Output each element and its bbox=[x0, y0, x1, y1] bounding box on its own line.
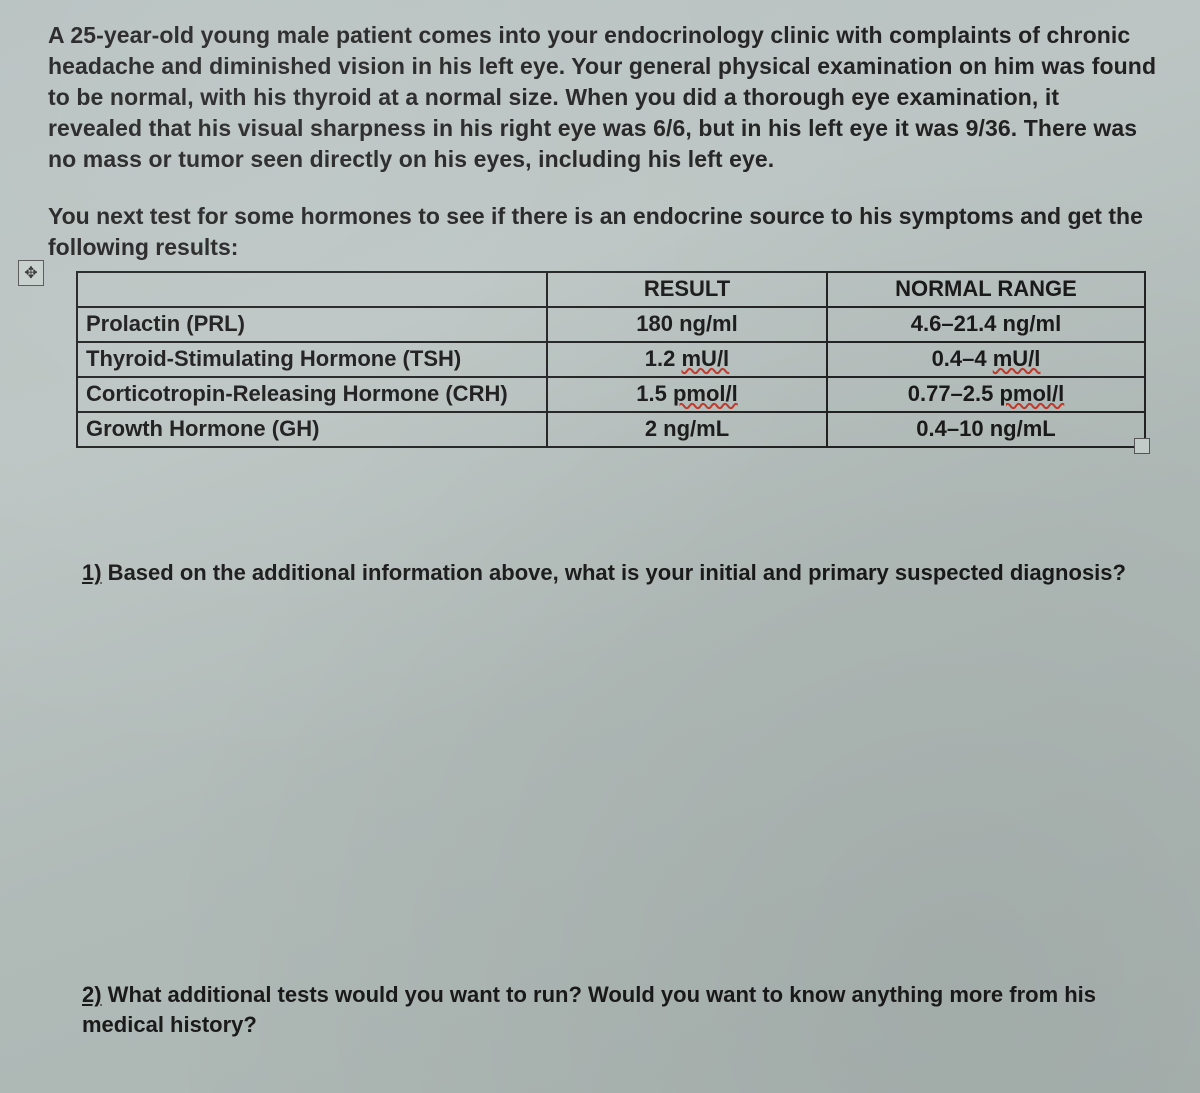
range-unit: mU/l bbox=[993, 346, 1041, 371]
table-row: Growth Hormone (GH) 2 ng/mL 0.4–10 ng/mL bbox=[77, 412, 1145, 447]
hormone-range: 4.6–21.4 ng/ml bbox=[827, 307, 1145, 342]
document-page: A 25-year-old young male patient comes i… bbox=[0, 0, 1200, 1059]
col-header-result: RESULT bbox=[547, 272, 827, 307]
question-2-text: What additional tests would you want to … bbox=[82, 982, 1096, 1037]
table-header-row: RESULT NORMAL RANGE bbox=[77, 272, 1145, 307]
question-2: 2) What additional tests would you want … bbox=[82, 980, 1162, 1039]
range-value: 0.77–2.5 bbox=[908, 381, 1000, 406]
hormone-label: Thyroid-Stimulating Hormone (TSH) bbox=[77, 342, 547, 377]
hormone-result: 1.5 pmol/l bbox=[547, 377, 827, 412]
hormone-result: 2 ng/mL bbox=[547, 412, 827, 447]
result-unit: pmol/l bbox=[673, 381, 738, 406]
clinical-vignette-paragraph: A 25-year-old young male patient comes i… bbox=[48, 20, 1158, 175]
hormone-range: 0.77–2.5 pmol/l bbox=[827, 377, 1145, 412]
table-resize-handle-icon[interactable] bbox=[1134, 438, 1150, 454]
question-2-number: 2) bbox=[82, 982, 102, 1007]
result-value: 1.2 bbox=[645, 346, 682, 371]
result-unit: mU/l bbox=[682, 346, 730, 371]
hormone-label: Prolactin (PRL) bbox=[77, 307, 547, 342]
range-value: 0.4–4 bbox=[932, 346, 993, 371]
hormone-result: 1.2 mU/l bbox=[547, 342, 827, 377]
question-2-block: 2) What additional tests would you want … bbox=[82, 980, 1162, 1039]
lead-in-paragraph: You next test for some hormones to see i… bbox=[48, 201, 1158, 263]
hormone-results-table-wrap: RESULT NORMAL RANGE Prolactin (PRL) 180 … bbox=[76, 271, 1144, 448]
table-row: Corticotropin-Releasing Hormone (CRH) 1.… bbox=[77, 377, 1145, 412]
hormone-label: Growth Hormone (GH) bbox=[77, 412, 547, 447]
question-1-block: 1) Based on the additional information a… bbox=[82, 558, 1132, 588]
range-unit: pmol/l bbox=[999, 381, 1064, 406]
question-1: 1) Based on the additional information a… bbox=[82, 558, 1132, 588]
hormone-range: 0.4–4 mU/l bbox=[827, 342, 1145, 377]
hormone-range: 0.4–10 ng/mL bbox=[827, 412, 1145, 447]
col-header-range: NORMAL RANGE bbox=[827, 272, 1145, 307]
table-row: Prolactin (PRL) 180 ng/ml 4.6–21.4 ng/ml bbox=[77, 307, 1145, 342]
result-value: 1.5 bbox=[636, 381, 673, 406]
hormone-results-table: RESULT NORMAL RANGE Prolactin (PRL) 180 … bbox=[76, 271, 1146, 448]
question-1-number: 1) bbox=[82, 560, 102, 585]
col-header-blank bbox=[77, 272, 547, 307]
hormone-label: Corticotropin-Releasing Hormone (CRH) bbox=[77, 377, 547, 412]
move-glyph: ✥ bbox=[24, 263, 37, 283]
hormone-result: 180 ng/ml bbox=[547, 307, 827, 342]
table-move-handle-icon[interactable]: ✥ bbox=[18, 260, 44, 286]
question-1-text: Based on the additional information abov… bbox=[102, 560, 1126, 585]
table-row: Thyroid-Stimulating Hormone (TSH) 1.2 mU… bbox=[77, 342, 1145, 377]
